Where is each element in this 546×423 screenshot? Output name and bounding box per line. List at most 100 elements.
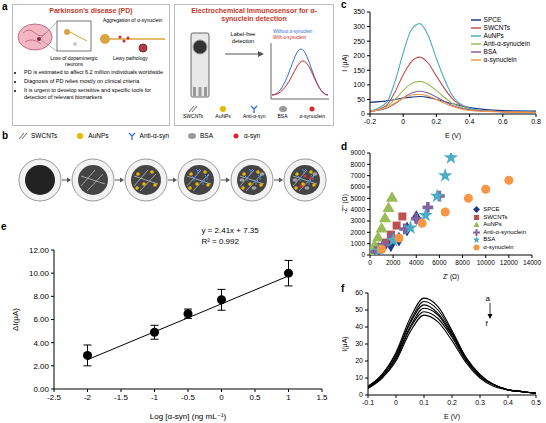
svg-text:0.4: 0.4 [503,399,513,406]
svg-text:6000: 6000 [432,259,447,266]
svg-text:0.6: 0.6 [498,118,508,125]
svg-text:350: 350 [353,8,365,15]
svg-text:I(µA): I(µA) [341,336,349,351]
svg-text:4000: 4000 [409,259,424,266]
svg-text:0: 0 [361,110,365,117]
svg-text:7000: 7000 [351,172,366,179]
html-text:Electrochemical Immunosensor f: Electrochemical Immunosensor for α-synuc… [191,7,317,22]
svg-text:1000: 1000 [351,240,366,247]
html-text:Anti-α-synuclein: Anti-α-synuclein [483,228,526,235]
svg-text:0.5: 0.5 [531,399,541,406]
svg-text:9000: 9000 [351,149,366,156]
svg-text:40: 40 [355,323,363,330]
html-text:SWCNTs: SWCNTs [183,113,204,119]
svg-text:E (V): E (V) [444,413,460,421]
svg-text:150: 150 [353,67,365,74]
html-text:Anti-α-syn: Anti-α-syn [242,113,266,119]
svg-text:300: 300 [353,23,365,30]
svg-text:30: 30 [355,340,363,347]
html-text:α-synuclein: α-synuclein [483,243,514,250]
svg-text:0.4: 0.4 [465,118,475,125]
svg-text:8000: 8000 [351,161,366,168]
svg-text:0.2: 0.2 [432,118,442,125]
svg-text:-0.5: -0.5 [181,393,195,402]
html-text:SWCNTs: SWCNTs [483,213,508,220]
html-text:d: d [341,141,348,152]
svg-text:-0.1: -0.1 [362,399,374,406]
svg-text:-1.5: -1.5 [114,393,128,402]
html-text:Diagnosis of PD relies mostly: Diagnosis of PD relies mostly on clinica… [24,78,140,84]
svg-text:-0.2: -0.2 [364,118,376,125]
svg-text:2000: 2000 [351,229,366,236]
html-text:AuNPs: AuNPs [88,132,109,139]
html-text:SPCE: SPCE [483,16,502,23]
html-text:AuNPs: AuNPs [483,32,504,39]
html-text:SWCNTs: SWCNTs [31,132,58,139]
svg-text:50: 50 [357,96,365,103]
svg-text:0.8: 0.8 [531,118,541,125]
svg-text:60: 60 [355,289,363,296]
html-text:y = 2.41x + 7.35: y = 2.41x + 7.35 [201,226,259,235]
html-text:PD is estimated to affect 6.2: PD is estimated to affect 6.2 million in… [24,69,163,75]
svg-text:1: 1 [286,393,291,402]
svg-text:0.5: 0.5 [249,393,261,402]
svg-text:1.5: 1.5 [316,393,328,402]
html-text:It is urgent to develop sensit: It is urgent to develop sensitive and sp… [24,87,152,100]
svg-text:6000: 6000 [351,183,366,190]
svg-text:8000: 8000 [455,259,470,266]
svg-text:-2: -2 [84,393,92,402]
svg-text:0.1: 0.1 [419,399,429,406]
svg-text:-1: -1 [151,393,159,402]
svg-text:0: 0 [394,399,398,406]
html-text:Lewy pathology: Lewy pathology [113,55,148,61]
svg-text:200: 200 [353,52,365,59]
html-text:α-synuclein: α-synuclein [483,56,517,63]
svg-text:20: 20 [355,357,363,364]
svg-text:12.00: 12.00 [29,246,50,255]
html-text:BSA: BSA [483,48,497,55]
html-text:Anti-α-syn: Anti-α-syn [139,132,169,139]
html-text:Aggregation of α-synuclein: Aggregation of α-synuclein [103,17,163,23]
html-text:Parkinson's disease (PD): Parkinson's disease (PD) [49,7,133,14]
html-text:Label-free detection: Label-free detection [230,31,256,44]
svg-text:14000: 14000 [523,259,541,266]
html-text:b: b [2,130,9,141]
svg-text:3000: 3000 [351,217,366,224]
svg-text:5000: 5000 [351,195,366,202]
svg-text:100: 100 [353,81,365,88]
svg-text:ΔI(µA): ΔI(µA) [11,308,20,331]
svg-text:0.3: 0.3 [475,399,485,406]
svg-text:12000: 12000 [500,259,518,266]
html-text:AuNPs: AuNPs [215,113,231,119]
svg-text:10: 10 [355,374,363,381]
svg-text:4.00: 4.00 [33,339,49,348]
html-text:Anti-α-synuclein: Anti-α-synuclein [483,40,530,47]
svg-text:10000: 10000 [477,259,495,266]
svg-text:-Z'' (Ω): -Z'' (Ω) [341,194,349,214]
svg-text:I (µA): I (µA) [341,54,349,71]
svg-text:E (V): E (V) [445,132,461,140]
svg-text:8.00: 8.00 [33,292,49,301]
svg-text:0: 0 [368,259,372,266]
html-text:BSA: BSA [200,132,213,139]
svg-text:-2.5: -2.5 [47,393,61,402]
svg-text:250: 250 [353,38,365,45]
svg-text:0.00: 0.00 [33,385,49,394]
svg-text:10.00: 10.00 [29,269,50,278]
svg-text:50: 50 [355,306,363,313]
svg-text:Log [α-syn] (ng mL⁻¹): Log [α-syn] (ng mL⁻¹) [150,412,227,421]
html-text:Loss of dopaminergic neurons: Loss of dopaminergic neurons [50,55,98,67]
svg-text:2.00: 2.00 [33,362,49,371]
svg-text:Z' (Ω): Z' (Ω) [443,273,459,281]
html-text:SWCNTs: SWCNTs [483,24,510,31]
svg-text:0: 0 [219,393,224,402]
svg-text:4000: 4000 [351,206,366,213]
svg-text:0: 0 [361,251,365,258]
svg-text:0.2: 0.2 [447,399,457,406]
svg-text:0: 0 [359,391,363,398]
svg-text:0: 0 [401,118,405,125]
html-text:α-syn: α-syn [244,132,261,139]
svg-text:2000: 2000 [386,259,401,266]
html-text:R² = 0.992: R² = 0.992 [201,237,239,246]
svg-text:6.00: 6.00 [33,315,49,324]
